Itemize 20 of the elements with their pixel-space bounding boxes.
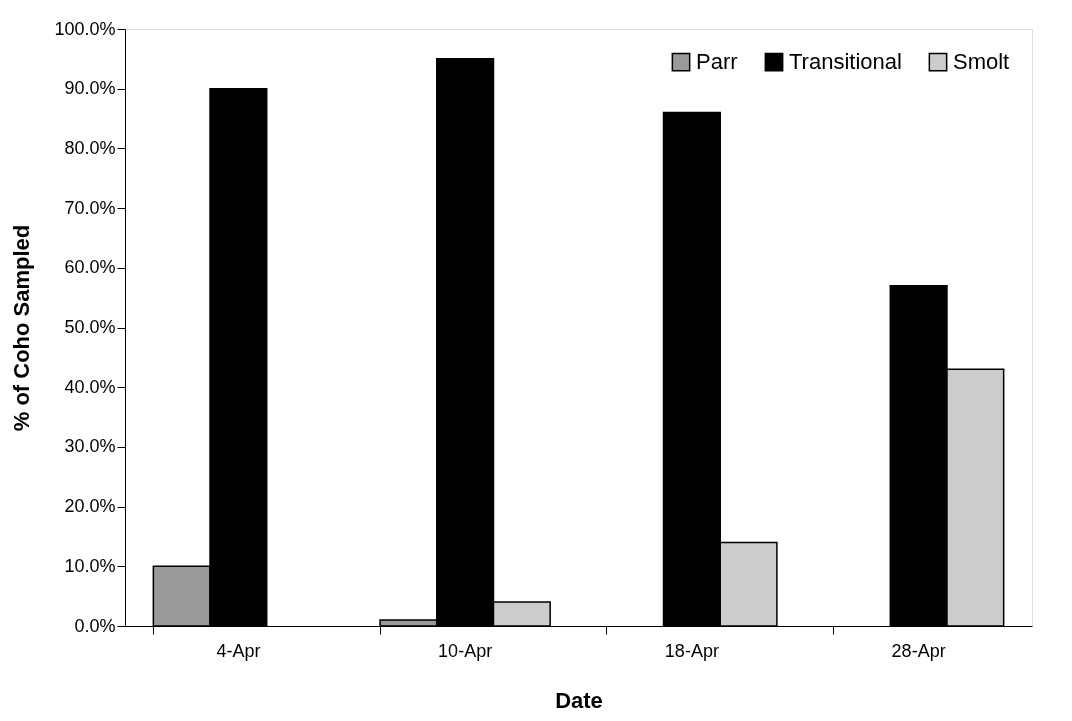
y-tick-label: 100.0% (54, 18, 116, 39)
y-tick-label: 80.0% (64, 137, 116, 158)
legend-label: Smolt (953, 49, 1010, 75)
y-tick-label: 60.0% (64, 257, 116, 278)
y-tick-label: 30.0% (64, 436, 116, 457)
y-tick-label: 40.0% (64, 376, 116, 397)
y-tick-label: 50.0% (64, 317, 116, 337)
y-tick-label: 20.0% (64, 496, 116, 517)
x-tick-label: 28-Apr (891, 640, 946, 661)
x-tick-label: 18-Apr (664, 640, 719, 661)
y-tick-label: 90.0% (64, 78, 116, 99)
y-tick-label: 0.0% (74, 615, 116, 636)
x-axis-title: Date (555, 687, 603, 713)
y-axis-title: % of Coho Sampled (9, 224, 35, 432)
x-tick-label: 10-Apr (438, 640, 493, 661)
legend-label: Transitional (789, 49, 902, 75)
legend-label: Parr (696, 49, 738, 75)
y-tick-label: 10.0% (64, 555, 116, 576)
y-tick-label: 70.0% (64, 197, 116, 218)
x-tick-label: 4-Apr (216, 640, 261, 661)
